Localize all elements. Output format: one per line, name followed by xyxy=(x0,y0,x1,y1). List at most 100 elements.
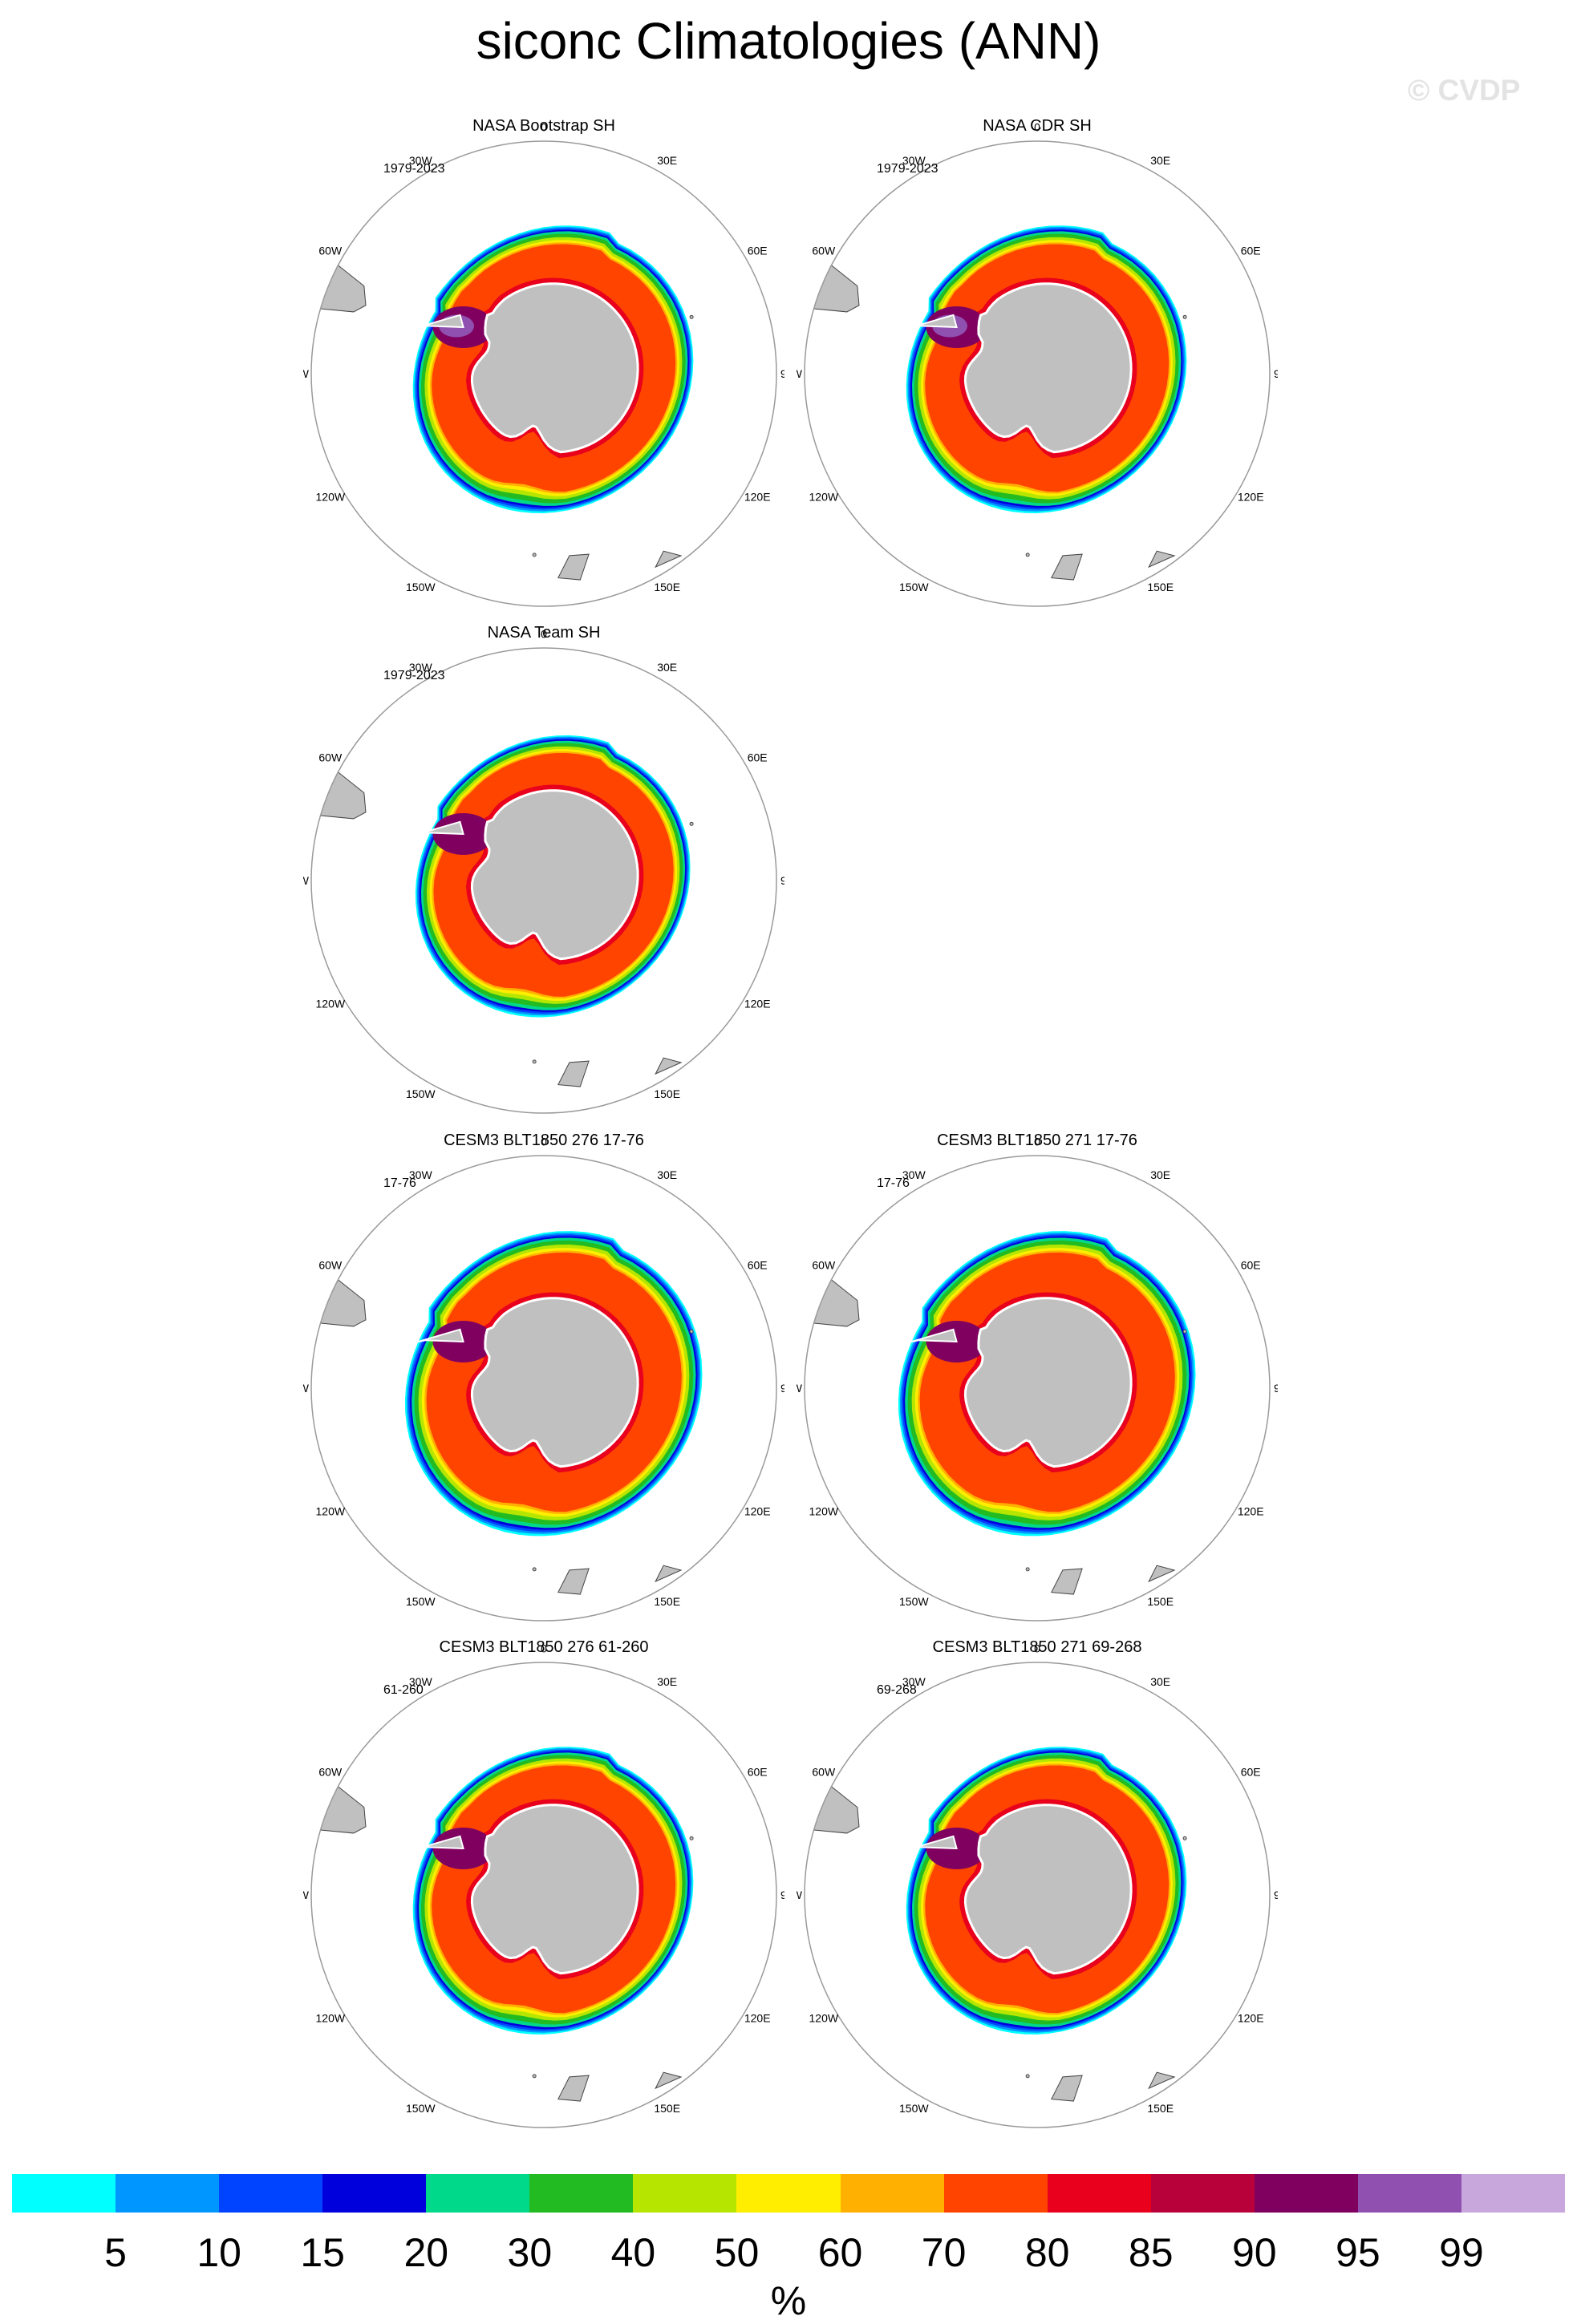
island xyxy=(532,1059,537,1064)
island xyxy=(689,314,694,319)
panel-title: NASA Team SH xyxy=(487,624,601,642)
colorbar-swatch xyxy=(529,2174,634,2213)
colorbar-swatch xyxy=(1357,2174,1462,2213)
polar-map: 0 30E 60E 90E 120E 150E 180 150W 120W 90W 60W 30W xyxy=(797,1642,1278,2136)
map-boundary xyxy=(310,1155,777,1622)
longitude-label: 30W xyxy=(409,154,433,167)
longitude-label: 120E xyxy=(1238,2012,1264,2025)
longitude-label: 180 xyxy=(534,1628,553,1629)
longitude-label: 60W xyxy=(318,244,343,257)
antarctic-peninsula xyxy=(910,1328,958,1343)
map-panel: CESM3 BLT1850 276 17-760 30E 60E 90E 120E 150… xyxy=(303,1132,784,1629)
antarctic-peninsula xyxy=(910,1835,958,1850)
longitude-label: 0 xyxy=(541,1642,547,1655)
new-zealand-landmass xyxy=(557,553,590,581)
longitude-label: 150W xyxy=(406,1087,436,1100)
colorbar-tick-label: 30 xyxy=(507,2230,553,2275)
longitude-label: 90E xyxy=(780,874,784,887)
longitude-label: 90W xyxy=(303,367,310,380)
colorbar-swatch xyxy=(1461,2174,1566,2213)
longitude-label: 120E xyxy=(1238,1505,1264,1518)
island xyxy=(689,821,694,826)
antarctic-peninsula xyxy=(910,314,958,329)
antarctica-landmass xyxy=(470,789,639,961)
tasmania-landmass xyxy=(1148,1565,1176,1583)
panel-period: 1979-2023 xyxy=(383,669,445,682)
longitude-label: 30W xyxy=(902,1168,926,1181)
longitude-label: 60W xyxy=(318,751,343,763)
longitude-label: 90E xyxy=(780,1382,784,1395)
longitude-label: 90W xyxy=(797,1889,803,1901)
antarctica-landmass xyxy=(963,1804,1133,1975)
longitude-label: 30E xyxy=(657,661,677,674)
longitude-label: 150E xyxy=(654,581,680,593)
map-panel: NASA Bootstrap SH0 30E 60E 90E 120E 150E 180 15… xyxy=(303,117,784,614)
longitude-label: 120W xyxy=(809,1505,839,1518)
colorbar-swatch xyxy=(322,2174,427,2213)
longitude-label: 60E xyxy=(1241,1258,1261,1271)
new-zealand-landmass xyxy=(1051,1568,1083,1595)
longitude-label: 150E xyxy=(1147,2102,1174,2115)
colorbar-tick-label: 10 xyxy=(197,2230,241,2275)
map-panel: NASA Team SH0 30E 60E 90E 120E 150E 180 150W 120… xyxy=(303,624,784,1121)
longitude-label: 60W xyxy=(318,1765,343,1778)
island xyxy=(532,2074,537,2079)
colorbar-tick-label: 70 xyxy=(921,2230,967,2275)
longitude-label: 150W xyxy=(406,1595,436,1608)
longitude-label: 90W xyxy=(797,367,803,380)
colorbar-tick-label: 20 xyxy=(403,2230,449,2275)
island xyxy=(1182,1836,1187,1840)
polar-map: 0 30E 60E 90E 120E 150E 180 150W 120W 90W 60W 30W xyxy=(303,628,784,1121)
panel-period: 17-76 xyxy=(383,1176,416,1190)
colorbar-swatch xyxy=(736,2174,841,2213)
tasmania-landmass xyxy=(655,1565,683,1583)
longitude-label: 120W xyxy=(809,2012,839,2025)
colorbar-tick-label: 85 xyxy=(1128,2230,1174,2275)
longitude-label: 0 xyxy=(541,628,547,641)
longitude-label: 30E xyxy=(657,1675,677,1688)
longitude-label: 150W xyxy=(899,581,929,593)
island xyxy=(689,1329,694,1334)
longitude-label: 120W xyxy=(809,491,839,504)
antarctic-peninsula xyxy=(416,314,464,329)
longitude-label: 120E xyxy=(744,1505,771,1518)
map-boundary xyxy=(310,1662,777,2128)
colorbar-swatch xyxy=(1150,2174,1255,2213)
longitude-label: 30W xyxy=(902,1675,926,1688)
longitude-label: 60E xyxy=(748,244,768,257)
longitude-label: 150E xyxy=(654,1087,680,1100)
longitude-label: 90E xyxy=(1274,1889,1278,1901)
polar-map: 0 30E 60E 90E 120E 150E 180 150W 120W 90W 60W 30W xyxy=(797,121,1278,614)
island xyxy=(1025,1567,1030,1572)
longitude-label: 0 xyxy=(541,121,547,134)
antarctica-landmass xyxy=(470,282,639,454)
antarctica-landmass xyxy=(963,282,1133,454)
longitude-label: 90E xyxy=(780,1889,784,1901)
longitude-label: 120W xyxy=(316,998,346,1010)
colorbar-tick-label: 60 xyxy=(817,2230,863,2275)
longitude-label: 60W xyxy=(812,1765,836,1778)
longitude-label: 60E xyxy=(1241,244,1261,257)
longitude-label: 60W xyxy=(318,1258,343,1271)
polar-map: 0 30E 60E 90E 120E 150E 180 150W 120W 90W 60W 30W xyxy=(797,1136,1278,1629)
antarctic-peninsula xyxy=(416,820,464,836)
longitude-label: 150E xyxy=(1147,581,1174,593)
tasmania-landmass xyxy=(655,2071,683,2090)
colorbar-tick-label: 99 xyxy=(1439,2230,1484,2275)
longitude-label: 180 xyxy=(534,613,553,614)
new-zealand-landmass xyxy=(557,2075,590,2102)
longitude-label: 30E xyxy=(657,1168,677,1181)
longitude-label: 150W xyxy=(899,1595,929,1608)
map-boundary xyxy=(804,1662,1271,2128)
antarctica-landmass xyxy=(470,1297,639,1468)
panel-title: NASA Bootstrap SH xyxy=(472,117,615,135)
longitude-label: 60E xyxy=(748,1765,768,1778)
tasmania-landmass xyxy=(655,550,683,569)
longitude-label: 30W xyxy=(902,154,926,167)
island xyxy=(1182,1329,1187,1334)
longitude-label: 150W xyxy=(406,2102,436,2115)
antarctica-landmass xyxy=(470,1804,639,1975)
longitude-label: 30E xyxy=(1150,154,1170,167)
island xyxy=(1025,553,1030,557)
